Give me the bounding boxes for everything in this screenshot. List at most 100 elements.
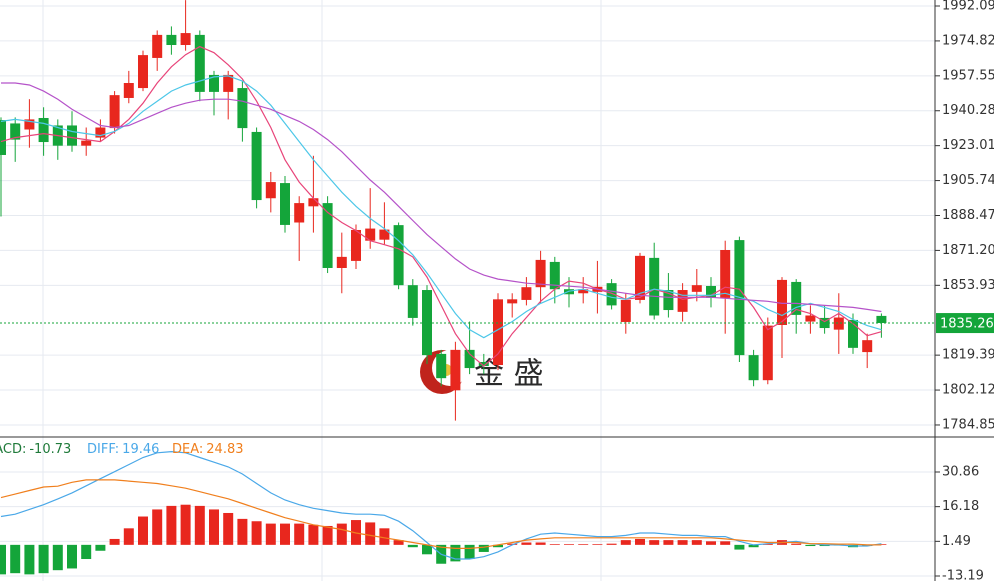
macd-bar bbox=[677, 540, 688, 545]
y-tick-label: 30.86 bbox=[942, 464, 979, 479]
candle-body bbox=[805, 315, 816, 322]
macd-bar bbox=[67, 544, 77, 569]
candle-body bbox=[351, 229, 361, 261]
candle-body bbox=[24, 119, 35, 130]
y-tick-label: 1940.28 bbox=[942, 103, 994, 118]
candle-body bbox=[706, 285, 716, 298]
macd-bar bbox=[606, 543, 617, 545]
candle-body bbox=[180, 33, 191, 46]
macd-bar bbox=[734, 544, 745, 550]
y-tick-label: 1802.12 bbox=[942, 383, 994, 398]
macd-bar bbox=[294, 523, 305, 545]
y-tick-label: 1992.09 bbox=[942, 0, 994, 14]
candle-body bbox=[407, 285, 418, 318]
candle-body bbox=[336, 256, 347, 268]
macd-bar bbox=[194, 505, 205, 545]
macd-bar bbox=[38, 544, 49, 574]
readout-name: DIFF: bbox=[87, 442, 119, 457]
macd-bar bbox=[365, 522, 376, 545]
candle-body bbox=[649, 257, 660, 316]
y-tick-label: -13.19 bbox=[942, 568, 984, 581]
candle-body bbox=[748, 355, 759, 381]
candle-body bbox=[10, 123, 21, 140]
macd-bar bbox=[493, 544, 503, 548]
y-tick-label: 1.49 bbox=[942, 534, 971, 549]
candle-body bbox=[166, 34, 177, 46]
candle-body bbox=[777, 279, 787, 326]
candle-body bbox=[691, 285, 702, 292]
macd-bar bbox=[422, 544, 432, 555]
macd-bar bbox=[52, 544, 63, 571]
macd-bar bbox=[521, 542, 532, 545]
macd-bar bbox=[691, 540, 702, 545]
candle-body bbox=[152, 34, 163, 58]
macd-bar bbox=[308, 524, 319, 545]
candle-body bbox=[677, 290, 688, 312]
macd-bar bbox=[109, 538, 120, 545]
macd-bar bbox=[635, 538, 645, 545]
candle-body bbox=[123, 83, 134, 98]
candle-body bbox=[549, 261, 560, 290]
readout-value: 19.46 bbox=[122, 442, 159, 457]
candle-body bbox=[720, 249, 731, 298]
macd-bar bbox=[336, 523, 347, 545]
y-tick-label: 1853.93 bbox=[942, 278, 994, 293]
readout-value: -10.73 bbox=[29, 442, 71, 457]
macd-bar bbox=[209, 509, 219, 545]
candle-body bbox=[507, 299, 518, 304]
candle-body bbox=[422, 290, 432, 356]
last-price-box bbox=[936, 313, 994, 334]
macd-bar bbox=[791, 543, 802, 545]
macd-bar bbox=[280, 523, 290, 545]
moving-average-line bbox=[1, 82, 882, 313]
macd-bar bbox=[578, 544, 589, 545]
y-tick-label: 1974.82 bbox=[942, 33, 994, 48]
candle-body bbox=[762, 325, 773, 381]
candle-body bbox=[876, 315, 887, 323]
candle-body bbox=[67, 125, 77, 146]
macd-bar bbox=[166, 505, 177, 545]
y-tick-label: 1819.39 bbox=[942, 348, 994, 363]
macd-bar bbox=[649, 540, 660, 545]
y-tick-label: 1888.47 bbox=[942, 208, 994, 223]
readout-name: DEA: bbox=[172, 442, 203, 457]
macd-bar bbox=[393, 540, 404, 545]
macd-bar bbox=[24, 544, 35, 575]
macd-bar bbox=[322, 525, 333, 545]
candle-body bbox=[521, 287, 532, 300]
candle-body bbox=[308, 198, 319, 207]
candle-body bbox=[535, 259, 546, 288]
macd-bar bbox=[265, 523, 276, 545]
macd-bar bbox=[123, 528, 134, 545]
candle-body bbox=[223, 74, 234, 92]
candle-body bbox=[606, 283, 617, 306]
candle-body bbox=[138, 55, 148, 89]
candle-body bbox=[365, 228, 376, 241]
macd-bar bbox=[748, 544, 759, 548]
candle-body bbox=[251, 131, 262, 201]
y-tick-label: 1957.55 bbox=[942, 68, 994, 83]
macd-bar bbox=[620, 540, 631, 545]
candle-body bbox=[493, 299, 503, 366]
candle-body bbox=[322, 203, 333, 268]
candle-body bbox=[833, 317, 844, 330]
macd-bar bbox=[720, 541, 731, 545]
macd-bar bbox=[0, 544, 6, 575]
candle-body bbox=[280, 183, 290, 225]
candle-body bbox=[237, 88, 248, 129]
candle-body bbox=[663, 290, 674, 311]
candle-body bbox=[393, 225, 404, 286]
candle-body bbox=[848, 319, 858, 348]
macd-bar bbox=[10, 544, 21, 574]
watermark-text: 金 盛 bbox=[474, 357, 544, 392]
y-tick-label: 1923.01 bbox=[942, 138, 994, 153]
macd-bar bbox=[549, 544, 560, 545]
macd-bar bbox=[81, 544, 92, 560]
macd-bar bbox=[464, 544, 475, 560]
y-tick-label: 1905.74 bbox=[942, 173, 994, 188]
candle-body bbox=[635, 255, 645, 300]
candle-body bbox=[265, 182, 276, 199]
candle-body bbox=[194, 34, 205, 92]
macd-line bbox=[0, 479, 882, 549]
